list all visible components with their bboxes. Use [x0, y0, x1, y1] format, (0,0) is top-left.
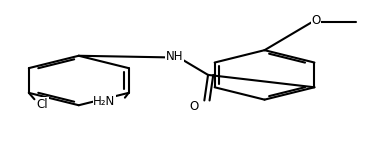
Text: Cl: Cl [37, 98, 48, 111]
Text: H₂N: H₂N [93, 95, 116, 108]
Text: O: O [311, 14, 320, 28]
Text: O: O [189, 100, 198, 113]
Text: NH: NH [166, 50, 184, 63]
